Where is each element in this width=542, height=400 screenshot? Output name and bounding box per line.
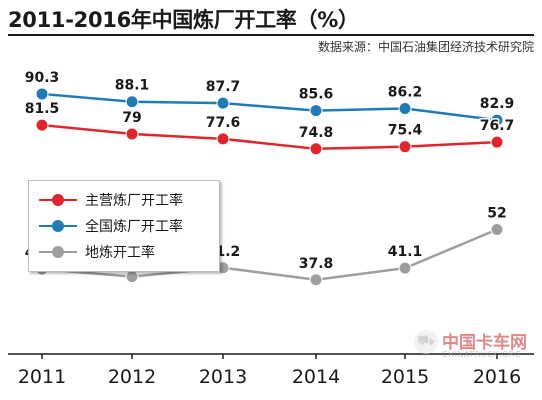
x-axis (8, 353, 534, 359)
legend-item-main-refinery: 主营炼厂开工率 (39, 191, 183, 209)
data-label: 86.2 (388, 84, 423, 100)
truck-logo-icon: ⛟ (414, 330, 438, 354)
data-label: 52 (487, 206, 506, 222)
watermark: ⛟ 中国卡车网 CHINATRUCK.ORG (414, 326, 534, 370)
data-point (490, 113, 504, 127)
legend-swatch-red (39, 194, 77, 206)
data-label: 85.6 (299, 87, 334, 103)
x-tick-label: 2013 (199, 366, 247, 388)
legend-item-national: 全国炼厂开工率 (39, 217, 183, 235)
x-tick-label: 2012 (108, 366, 156, 388)
chart-title: 2011-2016年中国炼厂开工率（%） (8, 8, 359, 32)
legend-item-local-refinery: 地炼开工率 (39, 243, 155, 261)
x-tick-label: 2011 (18, 366, 66, 388)
data-point (490, 135, 504, 149)
legend-swatch-blue (39, 220, 77, 232)
data-label: 82.9 (480, 96, 515, 112)
data-point (398, 261, 412, 275)
watermark-name: 中国卡车网 (442, 333, 527, 353)
title-underline (8, 34, 534, 36)
watermark-site: CHINATRUCK.ORG (442, 350, 522, 359)
data-label: 90.3 (25, 70, 60, 86)
series-line-2 (41, 228, 498, 282)
data-label: 41.1 (388, 244, 423, 260)
x-tick-label: 2016 (473, 366, 521, 388)
data-label: 88.1 (115, 78, 150, 94)
series-lines (41, 92, 498, 282)
legend-label: 主营炼厂开工率 (85, 193, 183, 209)
data-point (125, 127, 139, 141)
x-tick-label: 2015 (381, 366, 429, 388)
data-label: 37.8 (299, 256, 334, 272)
data-label: 74.8 (299, 125, 334, 141)
legend-swatch-gray (39, 246, 77, 258)
data-point (398, 140, 412, 154)
data-point (35, 87, 49, 101)
data-point (125, 95, 139, 109)
data-labels: 90.3 88.1 87.7 85.6 86.2 82.9 81.5 79 77.6 74.8 75… (23, 68, 516, 273)
data-point (35, 118, 49, 132)
series-points (35, 87, 504, 287)
data-point (398, 101, 412, 115)
data-point (216, 96, 230, 110)
data-point (125, 270, 139, 284)
x-tick-label: 2014 (292, 366, 340, 388)
data-label: 76.7 (480, 118, 515, 134)
data-label: 79 (122, 110, 141, 126)
data-label: 81.5 (25, 101, 60, 117)
series-line-0 (41, 92, 498, 122)
data-label: 77.6 (206, 115, 241, 131)
legend-label: 地炼开工率 (85, 245, 155, 261)
data-point (309, 104, 323, 118)
legend-label: 全国炼厂开工率 (85, 219, 183, 235)
data-point (309, 142, 323, 156)
data-label: 75.4 (388, 123, 423, 139)
data-source-note: 数据来源：中国石油集团经济技术研究院 (317, 40, 534, 54)
data-point (216, 132, 230, 146)
data-point (309, 273, 323, 287)
legend: 主营炼厂开工率 全国炼厂开工率 地炼开工率 (28, 180, 220, 272)
data-point (490, 223, 504, 237)
series-line-1 (41, 123, 498, 151)
data-label: 87.7 (206, 79, 241, 95)
x-tick-labels: 2011 2012 2013 2014 2015 2016 (18, 366, 521, 388)
